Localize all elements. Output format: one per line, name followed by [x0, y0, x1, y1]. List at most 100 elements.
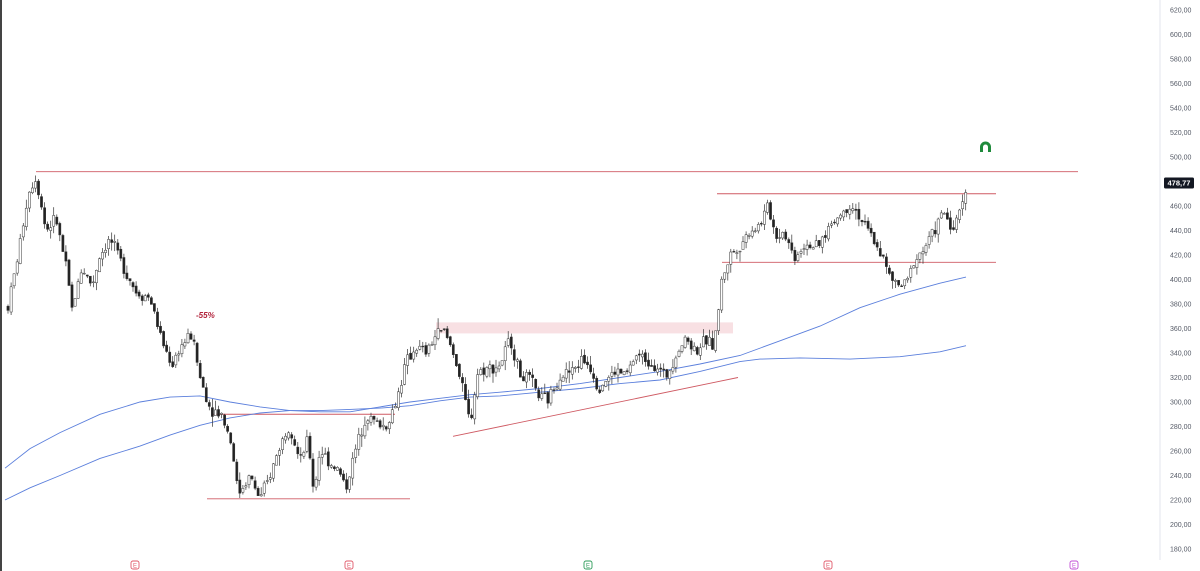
candle: [830, 220, 833, 229]
candle: [18, 233, 22, 265]
candle: [12, 273, 16, 289]
candle: [766, 199, 769, 215]
candle: [467, 389, 470, 418]
candle: [561, 375, 565, 382]
candle-body-up: [98, 258, 101, 273]
price-axis-tick: 520,00: [1170, 130, 1192, 137]
candle-body-up: [540, 393, 544, 399]
candle-body-up: [811, 247, 815, 250]
candle-body-down: [775, 227, 778, 239]
candle: [613, 366, 617, 377]
candle: [436, 318, 440, 341]
candle-body-up: [506, 338, 510, 346]
candle: [98, 257, 101, 273]
candle: [811, 246, 815, 250]
candle-body-down: [695, 347, 699, 355]
candle: [580, 349, 583, 370]
candle-body-down: [787, 239, 791, 244]
candle-body-up: [738, 250, 742, 253]
candle: [653, 359, 656, 372]
candle: [820, 235, 824, 254]
candle-body-down: [204, 387, 208, 403]
candle-body-down: [586, 361, 589, 366]
candle-body-down: [888, 267, 891, 274]
candle-body-down: [854, 208, 858, 211]
price-axis[interactable]: 620,00 600,00 580,00 560,00 540,00 520,00 500,…: [1170, 8, 1192, 554]
candle-body-down: [46, 223, 49, 230]
candle-body-up: [302, 452, 306, 457]
candle-body-up: [903, 279, 907, 287]
candle: [229, 432, 233, 445]
candle-body-up: [18, 238, 22, 264]
candle: [503, 341, 507, 371]
candle-body-up: [766, 202, 769, 213]
earnings-marker-box: [1069, 560, 1079, 570]
candle: [763, 204, 766, 230]
candle-body-down: [256, 488, 260, 496]
candle: [604, 381, 608, 388]
candle: [671, 359, 675, 375]
candle: [247, 474, 251, 489]
candle-body-down: [235, 461, 239, 481]
candle-body-up: [329, 465, 333, 468]
candle-body-up: [671, 367, 675, 372]
candle-body-down: [88, 275, 92, 284]
price-axis-tick: 420,00: [1170, 253, 1192, 260]
candle: [647, 352, 650, 370]
candle-body-up: [573, 367, 577, 369]
candle: [888, 265, 891, 276]
candle: [534, 378, 538, 391]
candle-body-down: [705, 335, 708, 345]
candle: [915, 254, 919, 275]
candle-body-down: [192, 339, 196, 342]
candle-body-up: [668, 370, 672, 379]
candle-body-down: [134, 285, 138, 294]
price-axis-tick: 580,00: [1170, 57, 1192, 64]
candle: [790, 234, 794, 254]
candle-body-up: [549, 389, 553, 404]
candle: [878, 241, 882, 257]
candle-body-up: [387, 422, 391, 430]
candle: [134, 281, 138, 297]
candle-body-down: [296, 446, 300, 455]
candle-body-up: [95, 270, 98, 284]
candle-body-down: [552, 389, 556, 391]
candle-body-up: [628, 364, 632, 374]
price-axis-tick: 300,00: [1170, 400, 1192, 407]
candle-body-down: [128, 278, 132, 282]
candle: [226, 424, 229, 434]
candle-body-down: [595, 377, 599, 390]
candle: [497, 361, 501, 373]
candle-body-up: [220, 412, 223, 415]
candle: [537, 386, 541, 402]
candle-body-up: [958, 209, 961, 220]
candle: [900, 284, 903, 287]
candle: [204, 383, 208, 403]
candle-body-up: [500, 360, 504, 366]
candle: [958, 208, 961, 224]
candle-body-up: [76, 281, 80, 299]
candle: [113, 234, 117, 252]
candle: [769, 200, 772, 221]
price-axis-tick: 320,00: [1170, 375, 1192, 382]
candle: [854, 203, 858, 220]
candle: [723, 272, 727, 283]
candle-body-up: [656, 368, 659, 373]
candle-body-up: [927, 236, 931, 245]
candle: [28, 191, 31, 213]
candle-body-up: [485, 367, 489, 377]
candle-body-down: [845, 209, 849, 213]
candle-body-down: [659, 367, 663, 370]
candle-body-down: [824, 235, 827, 238]
candle: [265, 474, 269, 485]
candle-body-up: [381, 424, 385, 428]
candle: [726, 264, 730, 281]
price-axis-tick: 440,00: [1170, 228, 1192, 235]
candle-body-up: [336, 467, 339, 471]
zone-layer: [436, 322, 733, 334]
candle-body-down: [869, 227, 873, 234]
candle-body-up: [723, 272, 727, 280]
candle: [720, 276, 724, 313]
candle-body-up: [174, 354, 178, 366]
candle-body-up: [820, 236, 824, 248]
